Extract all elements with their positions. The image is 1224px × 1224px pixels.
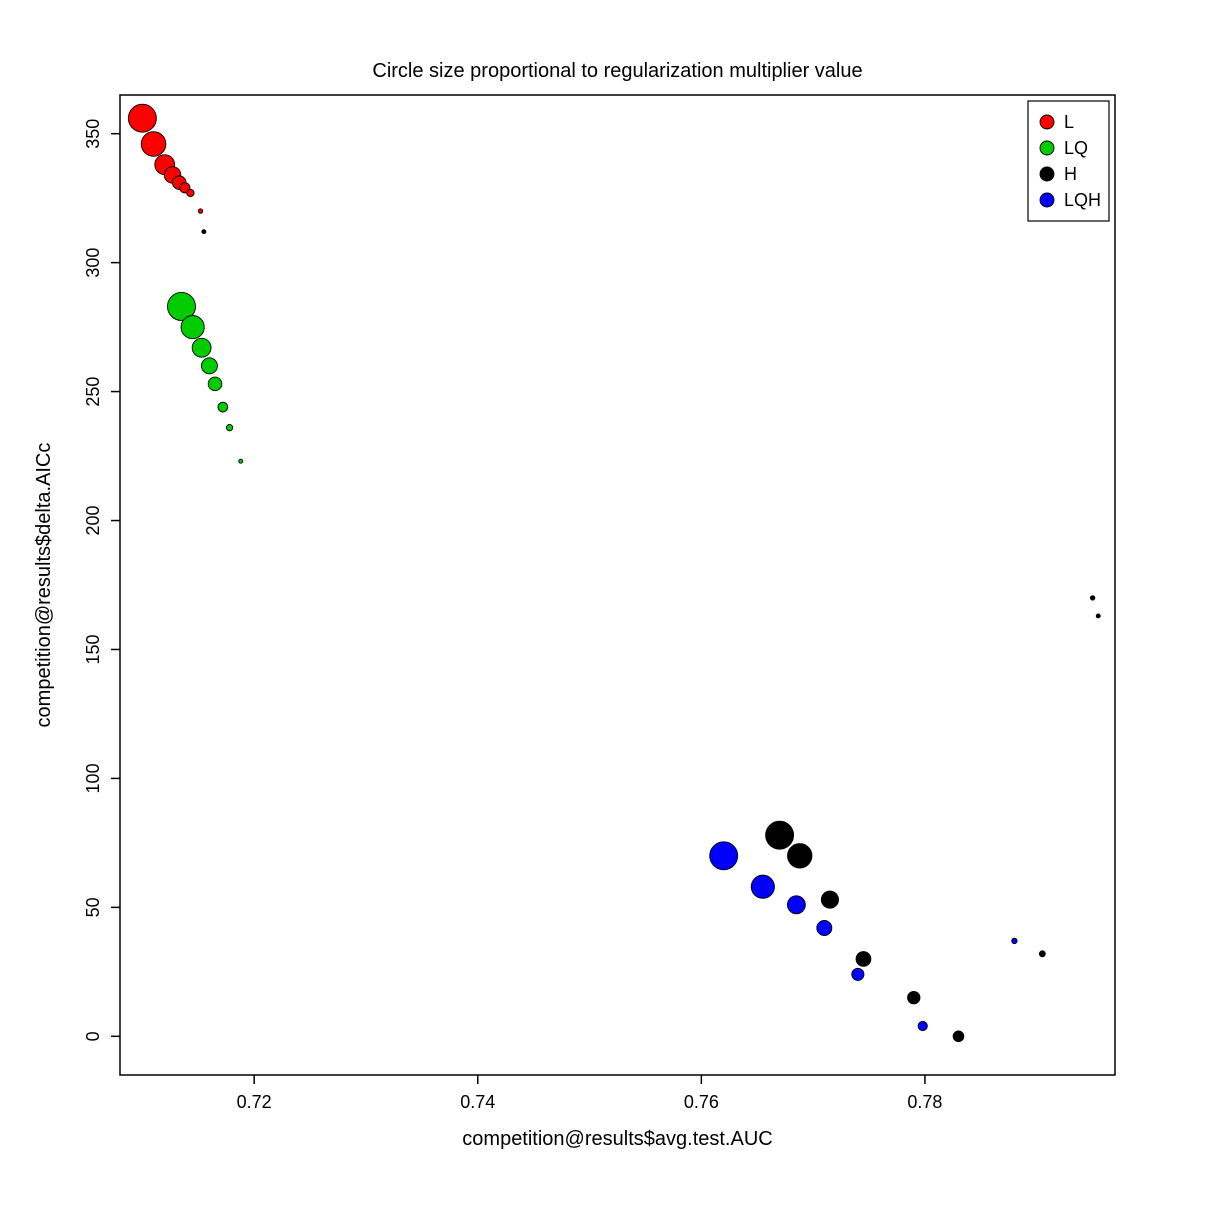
point-LQ [226,424,232,430]
point-LQ [208,377,222,391]
point-L [198,209,202,213]
point-LQ [192,338,211,357]
point-LQ [201,358,217,374]
point-LQH [918,1021,927,1030]
y-tick-label: 200 [83,506,103,536]
y-tick-label: 50 [83,897,103,917]
point-H [821,891,838,908]
legend-marker-H [1040,167,1054,181]
point-L [141,132,166,157]
y-tick-label: 300 [83,248,103,278]
point-H [788,844,812,868]
point-LQH [787,896,805,914]
legend: LLQHLQH [1028,101,1109,221]
point-H [953,1031,964,1042]
point-LQH [1012,938,1017,943]
point-H [856,952,871,967]
legend-marker-LQ [1040,141,1054,155]
legend-marker-L [1040,115,1054,129]
chart-svg: 0.72 0.74 0.76 0.78 0 50 100 150 200 250 300 350 com… [0,0,1224,1224]
point-LQ [239,459,243,463]
y-tick-label: 0 [83,1031,103,1041]
y-tick-label: 150 [83,634,103,664]
point-H [766,821,794,849]
point-H [908,991,920,1003]
point-H [1090,596,1094,600]
point-LQ [181,316,204,339]
y-tick-label: 100 [83,763,103,793]
x-tick-label: 0.78 [907,1092,942,1112]
x-tick-label: 0.74 [460,1092,495,1112]
chart-title: Circle size proportional to regularizati… [372,60,862,82]
legend-label-LQ: LQ [1064,138,1088,158]
legend-label-H: H [1064,164,1077,184]
legend-label-LQH: LQH [1064,190,1101,210]
point-LQH [710,842,738,870]
y-axis-label: competition@results$delta.AICc [33,443,55,728]
x-tick-label: 0.76 [684,1092,719,1112]
y-tick-label: 350 [83,119,103,149]
legend-marker-LQH [1040,193,1054,207]
point-LQH [751,875,774,898]
point-H [1039,951,1045,957]
point-L [128,104,156,132]
point-H [202,230,206,234]
point-H [1096,614,1100,618]
point-LQH [852,968,864,980]
x-axis-label: competition@results$avg.test.AUC [462,1128,772,1150]
y-tick-label: 250 [83,377,103,407]
legend-label-L: L [1064,112,1074,132]
point-LQH [817,920,832,935]
point-L [187,189,194,196]
scatter-chart: 0.72 0.74 0.76 0.78 0 50 100 150 200 250 300 350 com… [0,0,1224,1224]
point-LQ [218,402,228,412]
x-tick-label: 0.72 [237,1092,272,1112]
